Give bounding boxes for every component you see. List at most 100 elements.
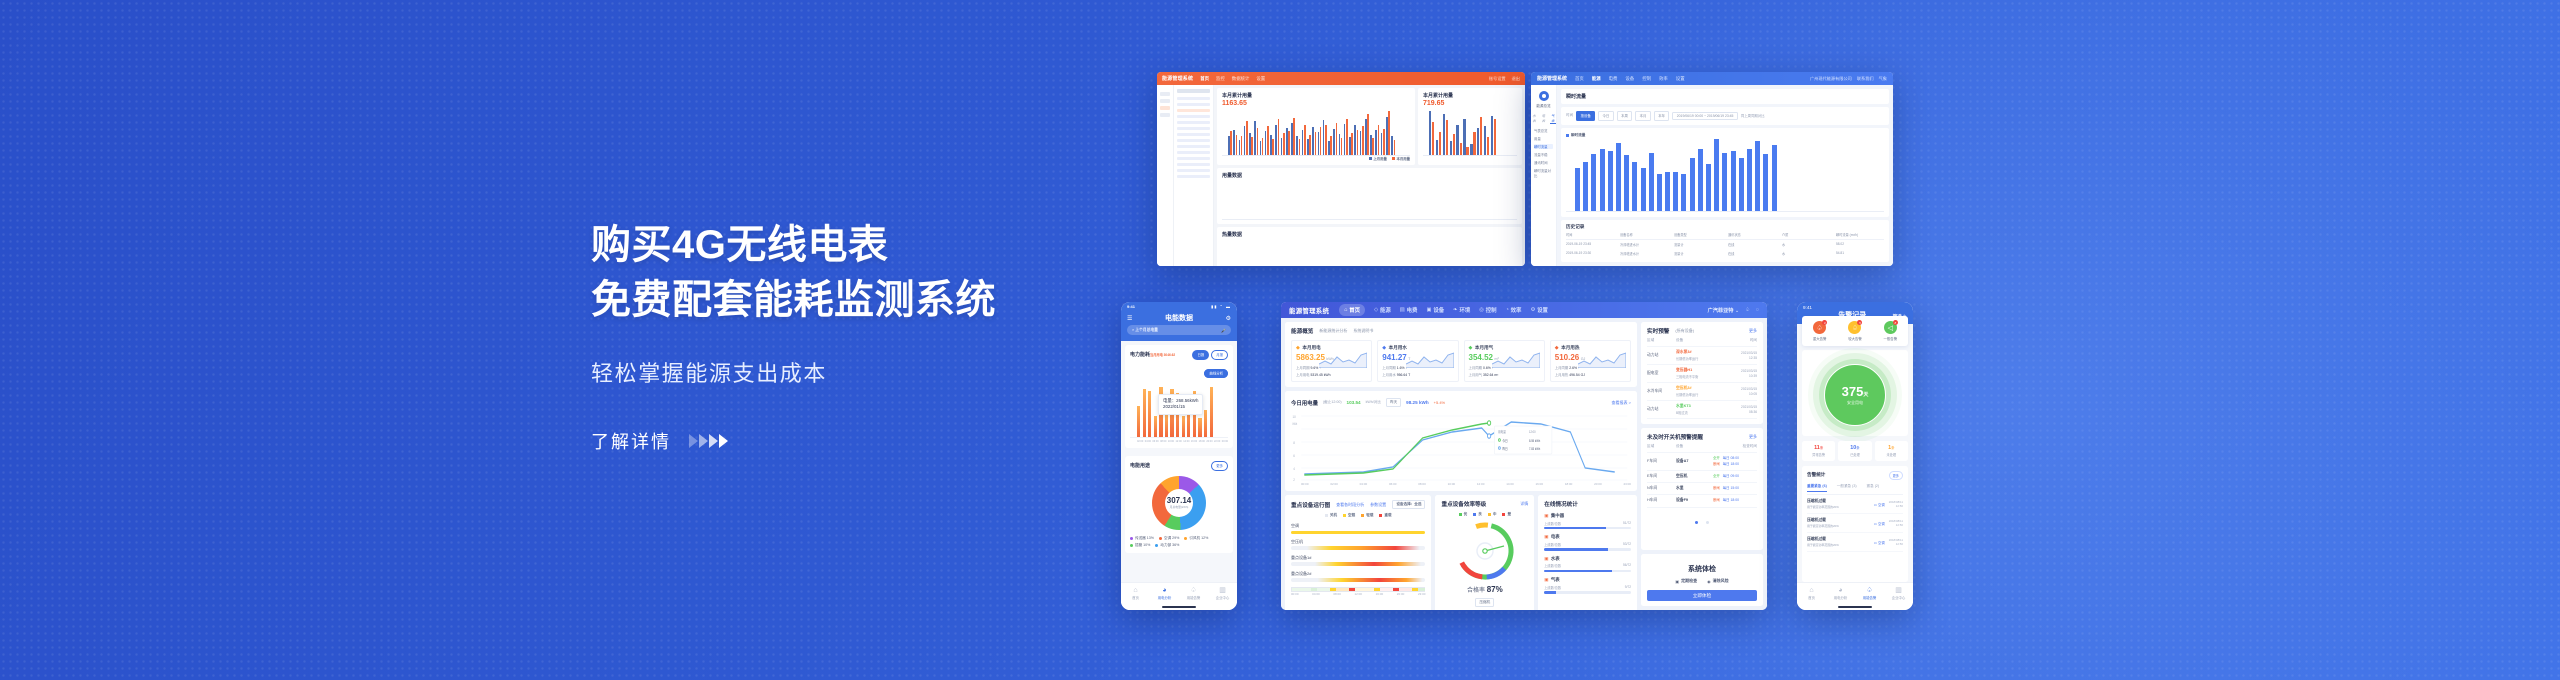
more-link[interactable]: 更多 <box>1749 434 1757 439</box>
badge-major-alert[interactable]: ♤ 3 重大告警 <box>1802 320 1837 341</box>
tab-home[interactable]: ⌂ 首页 <box>1808 586 1815 601</box>
gear-icon[interactable]: ⚙ <box>1225 315 1231 322</box>
alert-list-item[interactable]: 压缩机过载 用于额定功率范围的20% ▭ 空调 2018/08/11 12:56 <box>1807 495 1903 515</box>
tab-power-analysis[interactable]: ◕ 用电分析 <box>1833 586 1848 601</box>
nav-item-control[interactable]: ◎ 控制 <box>1479 307 1497 314</box>
maintenance-row[interactable]: F车间 设备A7 全开 每日 08:00 断闸 每日 18:00 <box>1647 453 1757 472</box>
nav-item-stats[interactable]: 数据统计 <box>1231 75 1250 81</box>
tab-power-analysis[interactable]: ◕ 用电分析 <box>1157 586 1172 601</box>
badge-moderate-alert[interactable]: ♤ 5 较大告警 <box>1837 320 1872 341</box>
company-selector[interactable]: 广汽菲亚特 ⌄ <box>1707 307 1740 314</box>
weather-link[interactable]: 气象 <box>1878 75 1887 81</box>
stat-pending[interactable]: 1条 未处理 <box>1874 441 1908 461</box>
menu-gas-overview[interactable]: 气表总览 <box>1534 129 1548 133</box>
menu-flow-compare[interactable]: 瞬时流量对比 <box>1534 169 1551 178</box>
search-input[interactable]: ⌕ 上个月总电量 🎤 <box>1127 325 1231 335</box>
tab-enterprise[interactable]: ▥ 企业中心 <box>1891 586 1906 601</box>
chip-by-device[interactable]: 按设备 <box>1576 111 1596 121</box>
maintenance-row[interactable]: H车间 设备F9 断闸 每日 18:00 <box>1647 495 1757 508</box>
stat-abnormal[interactable]: 11条 异常告警 <box>1802 441 1836 461</box>
screenshot-blue-dashboard[interactable]: 能源管理系统 首页 能源 电费 设备 控制 效率 设置 广州现代能源有限公司 联… <box>1531 72 1893 266</box>
tab-urgent[interactable]: 紧急 (2) <box>1866 483 1880 488</box>
tree-node[interactable] <box>1177 174 1210 179</box>
tab-enterprise[interactable]: ▥ 企业中心 <box>1215 586 1230 601</box>
tree-node[interactable] <box>1177 162 1210 167</box>
more-link[interactable]: 更多 <box>1749 328 1757 333</box>
chip-week[interactable]: 本周 <box>1616 111 1633 121</box>
compare-toggle[interactable]: 同上周同期对比 <box>1740 114 1765 119</box>
alert-row[interactable]: 动力站 深水泵3# 长期低功率运行 2021/03/15 12:35 <box>1647 347 1757 365</box>
tree-node[interactable] <box>1177 138 1210 143</box>
alert-list-item[interactable]: 压缩机过载 用于额定功率范围的20% ▭ 空调 2018/08/11 12:56 <box>1807 514 1903 534</box>
menu-instant-flow[interactable]: 瞬时流量 <box>1534 144 1553 149</box>
link-system-manual[interactable]: 系统说明书 <box>1353 328 1374 333</box>
screenshot-tablet-dashboard[interactable]: 能源管理系统 ⌂ 首页 ◇ 能源 ▤ 电费 ▣ 设备 ❧ 环境 ◎ 控制 ◔ 效率 ⚙ 设置 广… <box>1281 302 1767 610</box>
tree-node[interactable] <box>1177 150 1210 155</box>
tab-energy-alert[interactable]: ♤ 用能告警 <box>1862 586 1877 601</box>
tab-electric[interactable]: 电表 <box>1541 114 1546 123</box>
logout-link[interactable]: 退出 <box>1511 75 1520 81</box>
nav-item-settings[interactable]: ⚙ 设置 <box>1530 307 1548 314</box>
nav-item-environment[interactable]: ❧ 环境 <box>1453 307 1471 314</box>
contact-link[interactable]: 联系我们 <box>1856 75 1874 81</box>
tab-energy-alert[interactable]: ♤ 用能告警 <box>1186 586 1201 601</box>
rail-item[interactable] <box>1160 92 1170 96</box>
menu-comm-time[interactable]: 通讯时间 <box>1534 161 1548 165</box>
more-button[interactable]: 更多 <box>1888 471 1903 480</box>
screenshot-phone-electricity[interactable]: 9:41 ▮▮ ⌃ ▬ ☰ 电能数据 ⚙ ⌕ 上个月总电量 🎤 电力能耗 当月用… <box>1121 302 1237 610</box>
tree-node[interactable] <box>1177 120 1210 125</box>
start-checkup-button[interactable]: 立即体检 <box>1647 590 1757 601</box>
alert-list-item[interactable]: 压缩机过载 用于额定功率范围的20% ▭ 空调 2018/08/11 12:56 <box>1807 533 1903 553</box>
tree-node[interactable] <box>1177 168 1210 173</box>
rail-item[interactable] <box>1160 113 1170 117</box>
tab-important-urgent[interactable]: 重要紧急 (6) <box>1807 484 1827 492</box>
option-clear-risk[interactable]: ◉ 清除风险 <box>1707 578 1729 584</box>
nav-item-energy[interactable]: 能源 <box>1591 75 1601 81</box>
alert-row[interactable]: 水冷车间 空压机3# 长期低功率运行 2021/03/15 10:05 <box>1647 383 1757 401</box>
nav-item-settings[interactable]: 设置 <box>1675 75 1685 81</box>
nav-item-control[interactable]: 控制 <box>1642 75 1651 81</box>
nav-item-home[interactable]: 首页 <box>1200 75 1209 81</box>
tab-curve-analysis[interactable]: 曲线分析 <box>1204 369 1228 379</box>
nav-item-efficiency[interactable]: ◔ 效率 <box>1505 307 1522 314</box>
tree-node[interactable] <box>1177 102 1210 107</box>
alert-row[interactable]: 动力站 水里KT3 B相过流 2021/03/15 08:36 <box>1647 401 1757 419</box>
screenshot-phone-alerts[interactable]: 9:41 告警记录 筛选 ✎ ♤3 重大告警 ♤5 较大告警 ◁8 一般告警 <box>1797 302 1913 610</box>
menu-flow-unstable[interactable]: 流量不稳 <box>1534 153 1548 157</box>
tab-gas[interactable]: 气表 <box>1549 114 1556 124</box>
badge-general-alert[interactable]: ◁ 8 一般告警 <box>1873 320 1908 341</box>
maintenance-row[interactable]: N车间 水里 断闸 每日 15:00 <box>1647 483 1757 496</box>
nav-item-bill[interactable]: 电费 <box>1608 75 1618 81</box>
screenshot-orange-dashboard[interactable]: 能源管理系统 首页 监控 数据统计 设置 账号设置 退出 <box>1157 72 1525 266</box>
alert-row[interactable]: 配电室 变压器H1 三相电流不平衡 2021/03/15 10:39 <box>1647 365 1757 383</box>
drop-icon[interactable]: ◌ <box>1755 307 1759 313</box>
tree-node-active[interactable] <box>1177 108 1210 113</box>
nav-item-device[interactable]: ▣ 设备 <box>1426 307 1445 314</box>
tab-daily[interactable]: 日报 <box>1192 350 1210 360</box>
equipment-type-select[interactable]: 压缩机 <box>1475 598 1495 607</box>
option-periodic-check[interactable]: ▣ 定期检查 <box>1675 578 1698 584</box>
link-new-energy-analysis[interactable]: 新能源统计分析 <box>1319 328 1348 333</box>
nav-item-home[interactable]: ⌂ 首页 <box>1339 304 1366 316</box>
nav-item-device[interactable]: 设备 <box>1625 75 1635 81</box>
device-tree[interactable] <box>1174 85 1214 266</box>
more-button[interactable]: 更多 <box>1211 460 1228 471</box>
stat-handled[interactable]: 10条 已处理 <box>1838 441 1872 461</box>
tree-node[interactable] <box>1177 132 1210 137</box>
tree-node[interactable] <box>1177 97 1210 101</box>
tab-general-urgent[interactable]: 一般紧急 (3) <box>1836 483 1857 488</box>
nav-item-monitor[interactable]: 监控 <box>1216 75 1225 81</box>
learn-more-cta[interactable]: 了解详情 <box>591 428 1231 454</box>
maintenance-row[interactable]: E车间 空压机 全开 每日 09:00 <box>1647 471 1757 484</box>
rail-item[interactable] <box>1160 99 1170 103</box>
nav-item-home[interactable]: 首页 <box>1575 75 1584 81</box>
device-select[interactable]: 设备选择：全选 <box>1392 500 1426 509</box>
icon-rail[interactable] <box>1157 85 1174 266</box>
hamburger-icon[interactable]: ☰ <box>1127 315 1133 322</box>
detail-link[interactable]: 详情 <box>1520 501 1529 506</box>
rail-item-active[interactable] <box>1160 106 1170 110</box>
nav-item-efficiency[interactable]: 效率 <box>1659 75 1668 81</box>
view-report-link[interactable]: 查看报表 > <box>1611 399 1631 405</box>
pagination-dots[interactable] <box>1647 511 1757 529</box>
tab-water[interactable]: 水表 <box>1532 114 1536 123</box>
